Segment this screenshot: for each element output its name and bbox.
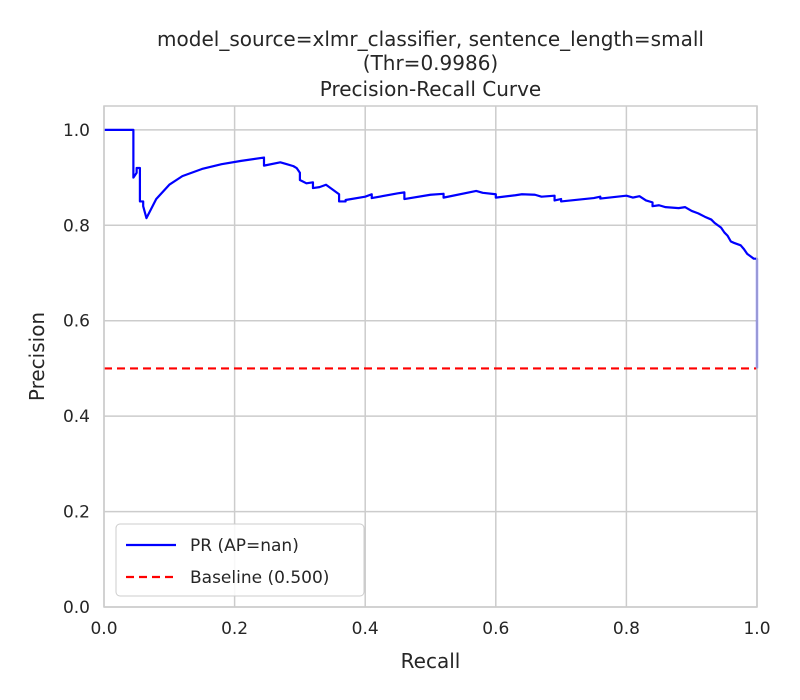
x-tick-label: 1.0 [743, 619, 770, 639]
y-tick-label: 0.0 [63, 598, 90, 618]
legend: PR (AP=nan) Baseline (0.500) [115, 523, 365, 597]
plot-frame [103, 105, 758, 608]
legend-entry-pr: PR (AP=nan) [190, 536, 299, 556]
legend-entry-baseline: Baseline (0.500) [190, 568, 329, 588]
x-tick-labels: 0.0 0.2 0.4 0.6 0.8 1.0 [90, 619, 770, 639]
y-tick-label: 0.8 [63, 216, 90, 236]
pr-curve-line [104, 128, 759, 369]
y-tick-labels: 0.0 0.2 0.4 0.6 0.8 1.0 [63, 121, 90, 618]
y-tick-label: 1.0 [63, 121, 90, 141]
series-layer [104, 128, 759, 369]
x-axis-label: Recall [401, 649, 461, 673]
legend-box [115, 523, 365, 597]
y-tick-label: 0.4 [63, 407, 90, 427]
y-axis-label: Precision [25, 312, 49, 401]
x-tick-label: 0.2 [221, 619, 248, 639]
x-tick-label: 0.8 [613, 619, 640, 639]
chart-subtitle-2: Precision-Recall Curve [319, 77, 542, 101]
x-tick-label: 0.0 [90, 619, 117, 639]
y-tick-label: 0.6 [63, 312, 90, 332]
x-tick-label: 0.4 [352, 619, 379, 639]
y-tick-label: 0.2 [63, 503, 90, 523]
x-tick-label: 0.6 [482, 619, 509, 639]
chart-subtitle: (Thr=0.9986) [362, 51, 499, 75]
chart-title: model_source=xlmr_classifier, sentence_l… [157, 27, 704, 51]
